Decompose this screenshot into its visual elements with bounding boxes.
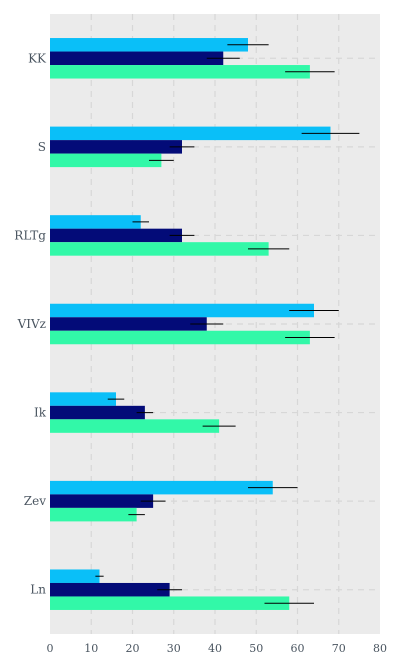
bar-Ln-series-2 xyxy=(50,582,170,597)
bar-Ln-series-3 xyxy=(50,596,290,610)
y-category-label: Zev xyxy=(24,494,46,508)
bar-RLTg-series-2 xyxy=(50,228,182,243)
x-tick-label: 20 xyxy=(126,642,140,655)
x-tick-label: 50 xyxy=(249,642,263,655)
x-tick-label: 10 xyxy=(84,642,98,655)
bar-Zev-series-2 xyxy=(50,494,154,508)
x-tick-label: 40 xyxy=(208,642,222,655)
bar-RLTg-series-3 xyxy=(50,242,269,256)
bar-VIVz-series-2 xyxy=(50,317,207,331)
y-category-label: VIVz xyxy=(17,317,46,331)
bar-Ik-series-1 xyxy=(50,392,116,406)
y-category-label: Ln xyxy=(30,583,46,597)
bar-RLTg-series-1 xyxy=(50,215,141,229)
y-axis-categories: KK S RLTg VIVz Ik Zev Ln xyxy=(14,51,47,596)
bar-Zev-series-1 xyxy=(50,480,273,495)
error-bars xyxy=(95,44,360,604)
y-category-label: RLTg xyxy=(14,228,46,242)
bar-S-series-2 xyxy=(50,140,182,154)
y-category-label: KK xyxy=(28,51,47,65)
bars xyxy=(50,38,331,610)
bar-S-series-1 xyxy=(50,126,331,141)
x-tick-label: 0 xyxy=(47,642,54,655)
bar-Ln-series-1 xyxy=(50,569,100,583)
bar-VIVz-series-3 xyxy=(50,330,310,345)
bar-KK-series-2 xyxy=(50,51,224,66)
bar-S-series-3 xyxy=(50,153,162,168)
x-tick-label: 30 xyxy=(167,642,181,655)
bar-Ik-series-2 xyxy=(50,405,145,420)
bar-Ik-series-3 xyxy=(50,419,220,433)
y-category-label: S xyxy=(38,140,46,154)
x-tick-label: 80 xyxy=(373,642,387,655)
x-axis-ticks: 0 10 20 30 40 50 60 70 80 xyxy=(47,642,388,655)
x-tick-label: 60 xyxy=(291,642,305,655)
bar-KK-series-3 xyxy=(50,65,310,79)
bar-KK-series-1 xyxy=(50,38,248,52)
bar-VIVz-series-1 xyxy=(50,303,314,318)
y-category-label: Ik xyxy=(34,406,47,420)
bar-Zev-series-3 xyxy=(50,507,137,522)
x-tick-label: 70 xyxy=(332,642,346,655)
